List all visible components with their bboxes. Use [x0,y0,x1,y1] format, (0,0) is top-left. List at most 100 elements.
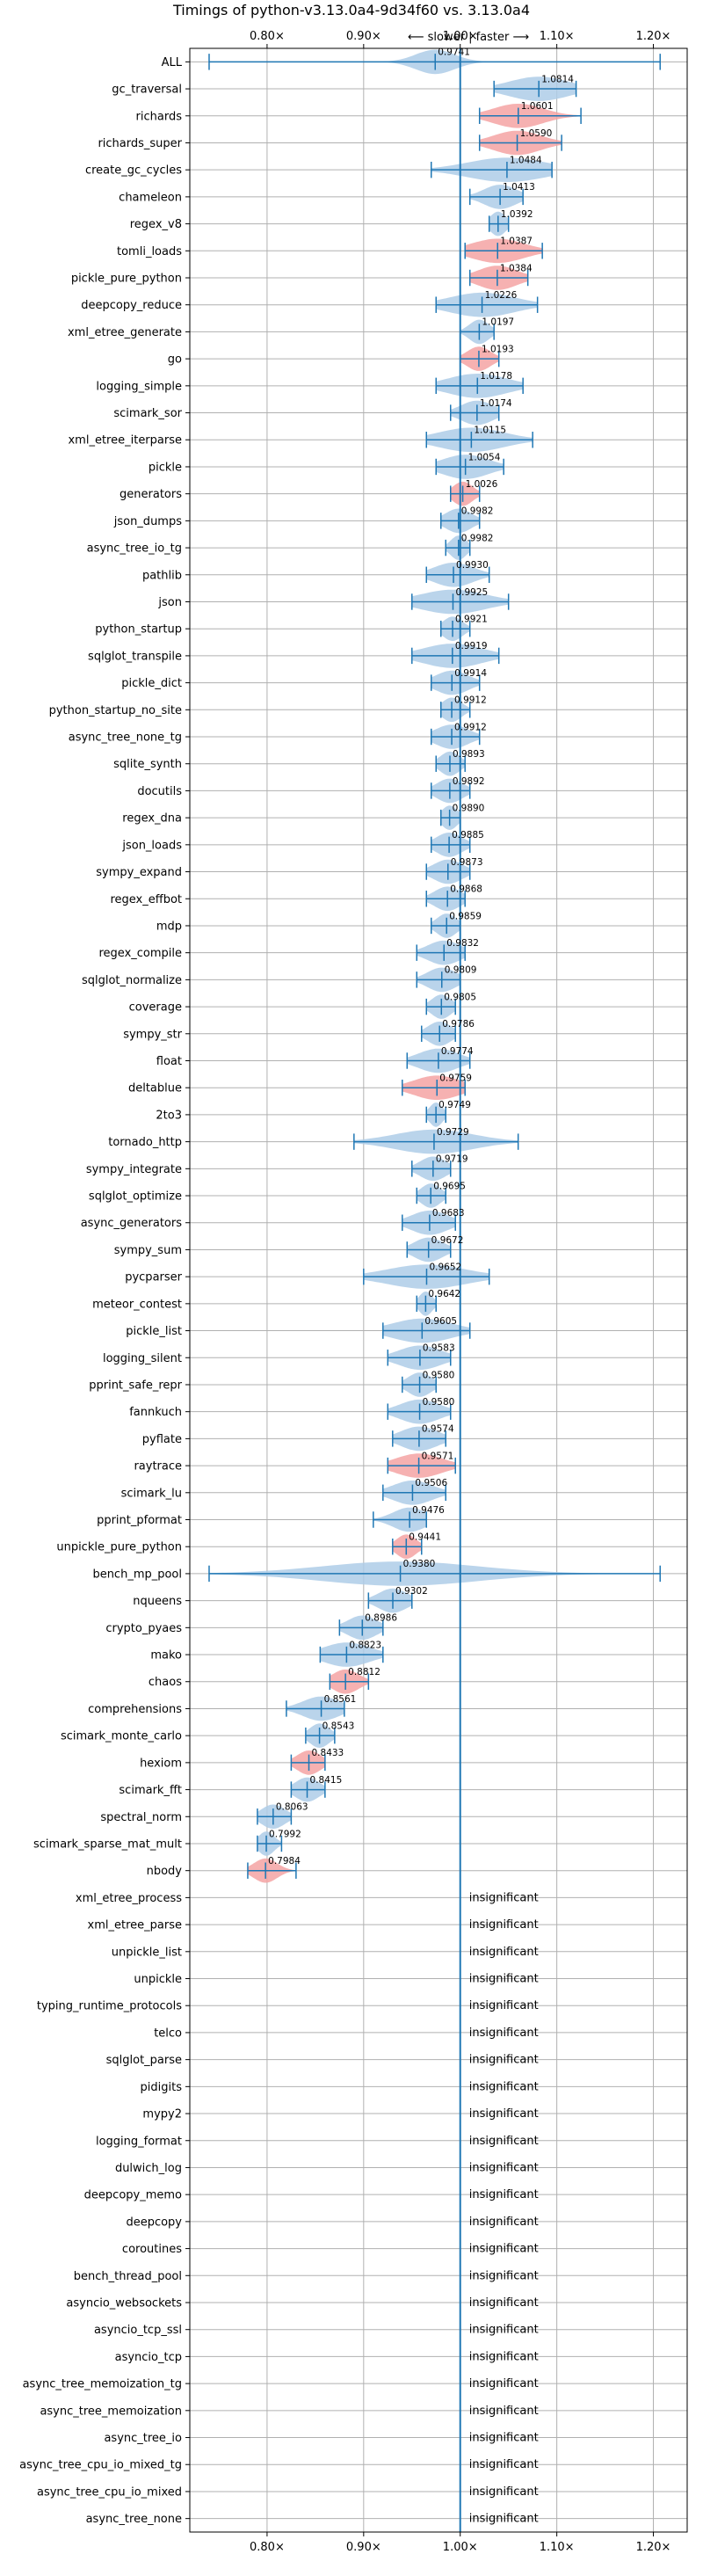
value-label: 1.0392 [501,209,533,220]
benchmark-label: richards_super [98,137,182,150]
value-label: 0.9786 [442,1019,475,1030]
value-label: 0.9919 [455,641,488,651]
benchmark-label: json_dumps [113,515,182,528]
benchmark-label: scimark_fft [119,1784,182,1797]
benchmark-label: docutils [137,785,182,798]
benchmark-label: regex_dna [122,812,182,826]
benchmark-label: richards [136,110,183,123]
value-label: 0.8986 [365,1613,397,1624]
value-label: 0.9805 [444,992,476,1002]
benchmark-label: comprehensions [88,1703,182,1716]
insignificant-label: insignificant [469,2161,539,2174]
benchmark-label: spectral_norm [100,1811,182,1824]
benchmark-label: raytrace [134,1460,182,1474]
benchmark-label: logging_format [96,2135,182,2148]
benchmark-label: async_tree_none_tg [69,731,182,745]
x-tick-label-top: 0.90× [346,30,381,43]
benchmark-label: generators [120,488,182,501]
value-label: 0.9683 [432,1208,465,1219]
benchmark-label: regex_compile [98,947,182,960]
value-label: 0.7984 [268,1856,301,1867]
insignificant-label: insignificant [469,1891,539,1904]
benchmark-label: sympy_expand [96,866,182,879]
benchmark-label: crypto_pyaes [105,1622,182,1635]
benchmark-label: asyncio_tcp [115,2351,182,2364]
value-label: 0.9642 [428,1289,460,1299]
value-label: 0.9912 [454,695,487,706]
insignificant-label: insignificant [469,2324,539,2337]
x-tick-label-bottom: 1.00× [443,2541,478,2554]
value-label: 0.9832 [446,938,479,949]
insignificant-label: insignificant [469,2485,539,2499]
insignificant-label: insignificant [469,2432,539,2445]
insignificant-label: insignificant [469,2269,539,2282]
benchmark-label: scimark_monte_carlo [61,1730,182,1743]
benchmark-label: unpickle_list [112,1946,182,1959]
benchmark-label: mypy2 [142,2108,182,2121]
value-label: 0.9380 [403,1559,436,1569]
insignificant-label: insignificant [469,2405,539,2418]
benchmark-label: dulwich_log [115,2162,182,2175]
benchmark-label: python_startup [95,623,182,637]
benchmark-label: pycparser [125,1271,182,1284]
benchmark-label: async_tree_io_tg [87,542,182,556]
benchmark-label: asyncio_tcp_ssl [94,2324,182,2337]
value-label: 1.0178 [480,371,512,382]
value-label: 1.0226 [485,290,518,301]
benchmark-label: pyflate [142,1433,182,1446]
value-label: 0.9583 [423,1343,455,1354]
benchmark-label: async_generators [81,1217,183,1230]
value-label: 0.9506 [415,1478,447,1488]
value-label: 0.9729 [437,1127,469,1138]
benchmark-label: meteor_contest [92,1298,182,1311]
benchmark-label: sqlglot_normalize [82,974,182,987]
value-label: 1.0387 [500,236,533,247]
insignificant-label: insignificant [469,2243,539,2256]
value-label: 0.9672 [431,1235,464,1246]
value-label: 0.9441 [409,1532,441,1543]
insignificant-label: insignificant [469,1946,539,1959]
value-label: 0.9982 [461,506,494,517]
value-label: 0.9741 [438,47,470,58]
benchmark-label: scimark_sor [113,407,182,420]
value-label: 1.0026 [466,479,498,490]
insignificant-label: insignificant [469,2377,539,2390]
benchmark-label: async_tree_cpu_io_mixed [37,2485,182,2499]
benchmark-label: create_gc_cycles [85,164,182,178]
benchmark-label: deepcopy_reduce [81,299,182,312]
value-label: 1.0384 [500,263,533,273]
insignificant-label: insignificant [469,1999,539,2012]
value-label: 0.9302 [395,1586,428,1597]
value-label: 0.9873 [451,857,483,868]
value-label: 1.0197 [482,317,514,328]
benchmark-label: pickle_dict [121,677,182,690]
benchmark-label: coverage [129,1001,182,1015]
benchmark-label: pickle [149,461,182,474]
benchmark-label: logging_simple [96,380,182,393]
benchmark-label: unpickle_pure_python [56,1541,182,1554]
benchmark-label: pickle_list [126,1325,182,1338]
value-label: 0.9605 [424,1316,457,1327]
value-label: 1.0590 [520,128,553,139]
insignificant-label: insignificant [469,2513,539,2526]
value-label: 0.9809 [445,965,477,976]
benchmark-label: xml_etree_parse [88,1919,182,1932]
benchmark-label: tornado_http [108,1136,182,1149]
value-label: 1.0054 [468,452,501,462]
benchmark-label: scimark_lu [121,1487,182,1500]
benchmark-label: json [157,596,182,609]
benchmark-label: logging_silent [103,1352,182,1365]
x-tick-label-bottom: 1.20× [636,2541,671,2554]
value-label: 0.9893 [453,749,485,760]
insignificant-label: insignificant [469,2080,539,2093]
x-tick-label-top: 1.10× [540,30,575,43]
value-label: 0.9925 [455,587,488,598]
value-label: 0.9580 [423,1370,455,1380]
insignificant-label: insignificant [469,2054,539,2067]
value-label: 0.9749 [438,1100,471,1110]
value-label: 0.9921 [455,615,488,625]
plot-frame [189,47,688,2533]
value-label: 0.9652 [429,1262,461,1272]
benchmark-label: sqlite_synth [113,758,182,771]
value-label: 0.9914 [454,668,487,679]
